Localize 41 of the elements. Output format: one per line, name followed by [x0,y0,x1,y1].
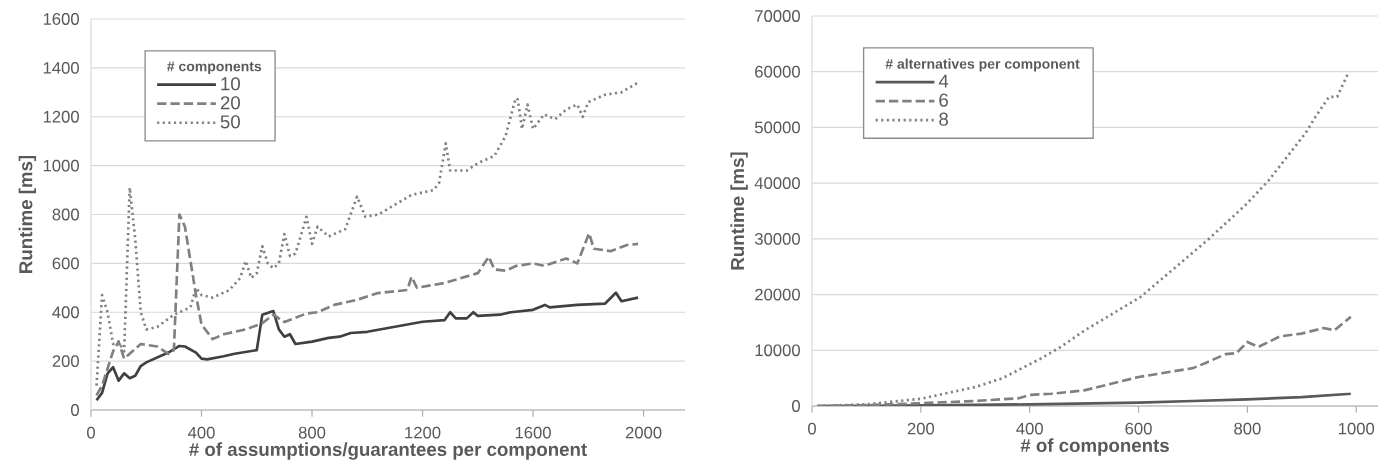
x-tick-label: 800 [298,426,326,439]
legend-label: 50 [220,115,240,129]
x-tick-label: 0 [808,422,816,435]
x-tick-label: 600 [1125,422,1152,435]
x-tick-label: 2000 [625,426,662,439]
y-tick-label: 0 [792,400,800,412]
legend-label: 8 [939,112,948,126]
y-tick-label: 200 [52,355,79,368]
legend-label: 4 [938,74,949,88]
y-tick-label: 600 [52,257,79,270]
y-axis-title: Runtime [ms] [730,152,748,270]
x-tick-label: 400 [187,426,215,439]
y-tick-label: 400 [52,306,79,319]
x-tick-label: 1000 [1338,422,1375,435]
y-tick-label: 800 [52,208,79,221]
y-tick-label: 1400 [43,61,79,74]
y-tick-label: 70000 [755,10,800,22]
y-tick-label: 50000 [754,121,800,134]
y-tick-label: 20000 [755,288,800,301]
legend-title: # alternatives per component [885,58,1080,72]
y-tick-label: 10000 [755,344,800,357]
x-tick-label: 800 [1234,422,1261,435]
y-tick-label: 60000 [755,65,800,78]
x-tick-label: 1200 [405,426,441,439]
legend-label: 10 [221,77,240,91]
legend-label: 6 [939,93,948,107]
y-tick-label: 40000 [754,177,800,190]
y-axis-title: Runtime [ms] [18,155,37,273]
y-tick-label: 0 [71,404,79,416]
x-axis-title: # of assumptions/guarantees per component [189,442,587,460]
x-tick-label: 200 [907,422,935,435]
x-tick-label: 0 [87,426,95,439]
y-tick-label: 30000 [754,232,800,245]
legend-label: 20 [220,96,240,110]
x-tick-label: 400 [1016,422,1043,435]
x-axis-title: # of components [1020,438,1169,456]
y-tick-label: 1000 [43,159,79,172]
y-tick-label: 1600 [43,13,79,25]
y-tick-label: 1200 [43,110,79,123]
x-tick-label: 1600 [515,426,551,439]
legend-title: # components [167,61,262,75]
